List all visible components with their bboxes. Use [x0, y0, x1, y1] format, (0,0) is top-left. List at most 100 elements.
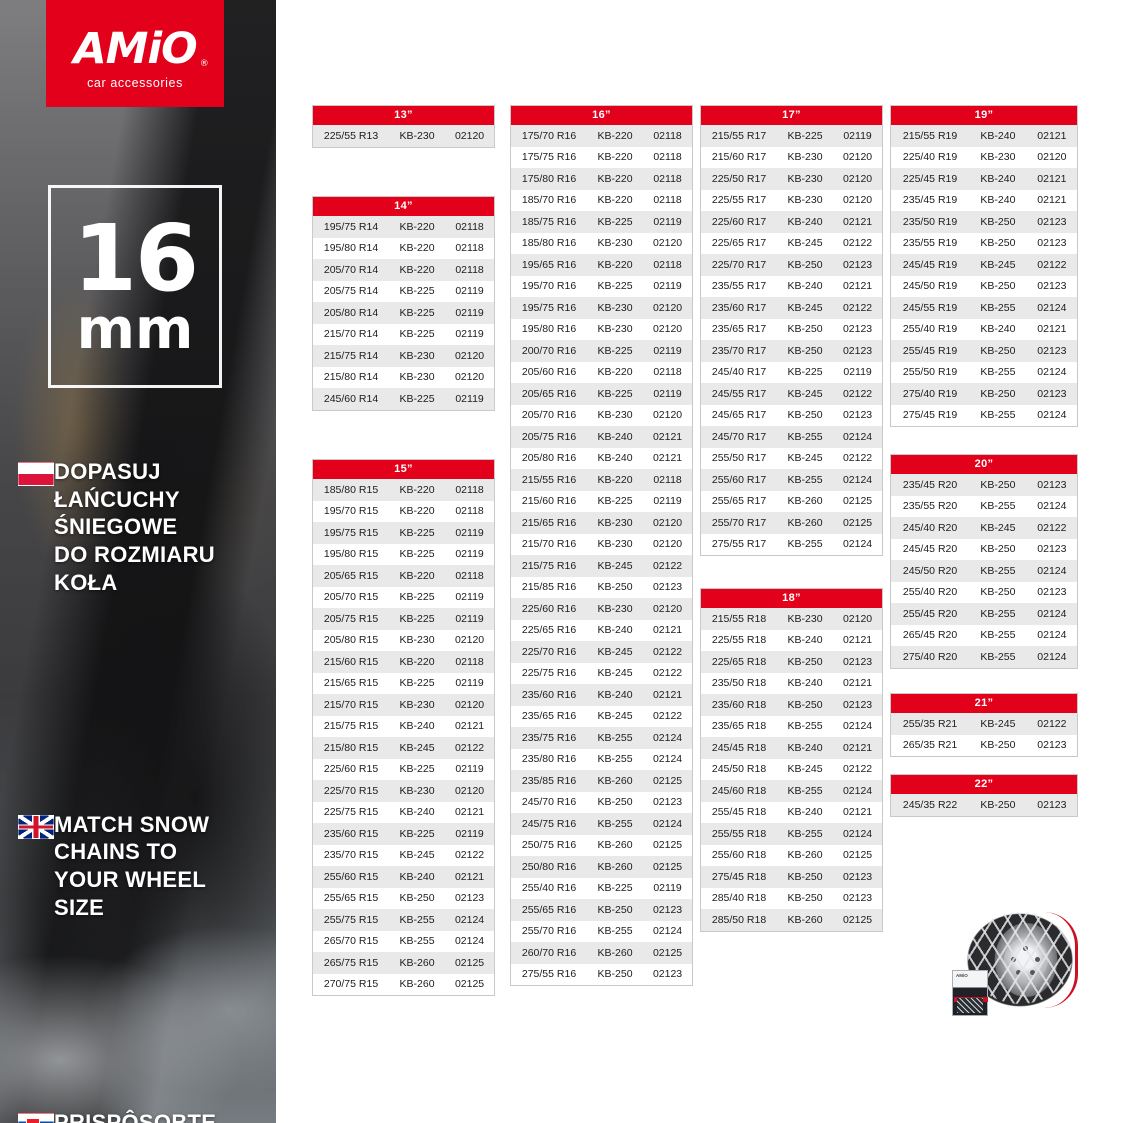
tyre-size-cell: 275/40 R20	[902, 650, 958, 663]
product-code-cell: 02118	[653, 366, 682, 379]
product-code-cell: 02124	[842, 720, 873, 733]
tyre-size-cell: 205/60 R16	[521, 366, 577, 379]
table-row: 255/60 R17 KB-255 02124	[701, 469, 882, 491]
table-body-20: 235/45 R20 KB-250 02123 235/55 R20 KB-255 021…	[891, 474, 1077, 668]
product-code-cell: 02123	[652, 903, 683, 916]
table-row: 195/65 R16 KB-220 02118	[511, 254, 692, 276]
table-row: 205/70 R14 KB-220 02118	[313, 259, 494, 281]
tyre-size-cell: 215/65 R15	[323, 677, 379, 690]
tyre-size-cell: 225/55 R17	[711, 194, 767, 207]
amio-logo: AMiO ® car accessories	[46, 0, 224, 107]
chain-model-cell: KB-230	[399, 371, 435, 384]
product-code-cell: 02123	[1037, 739, 1067, 752]
table-row: 245/35 R22 KB-250 02123	[891, 794, 1077, 816]
tyre-size-cell: 195/75 R16	[521, 301, 577, 314]
table-row: 245/70 R16 KB-250 02123	[511, 791, 692, 813]
chain-model-cell: KB-250	[980, 344, 1016, 357]
tyre-size-cell: 225/65 R17	[711, 237, 767, 250]
product-code-cell: 02123	[842, 655, 873, 668]
chain-model-cell: KB-255	[787, 473, 823, 486]
chain-model-cell: KB-260	[597, 946, 633, 959]
product-code-cell: 02122	[454, 849, 485, 862]
product-code-cell: 02124	[1037, 607, 1067, 620]
table-row: 225/50 R17 KB-230 02120	[701, 168, 882, 190]
tyre-size-cell: 245/60 R18	[711, 784, 767, 797]
table-row: 225/75 R16 KB-245 02122	[511, 662, 692, 684]
product-code-cell: 02125	[454, 956, 485, 969]
table-row: 225/55 R13 KB-230 02120	[313, 125, 494, 147]
table-row: 255/50 R17 KB-245 02122	[701, 447, 882, 469]
table-row: 235/65 R17 KB-250 02123	[701, 318, 882, 340]
wheel-bolt-icon	[1011, 957, 1016, 962]
language-block-english: MATCH SNOW CHAINS TO YOUR WHEEL SIZE	[18, 811, 268, 922]
product-code-cell: 02124	[652, 731, 683, 744]
product-code-cell: 02123	[1037, 280, 1067, 293]
tyre-size-cell: 235/65 R18	[711, 720, 767, 733]
table-row: 225/75 R15 KB-240 02121	[313, 801, 494, 823]
chain-model-cell: KB-255	[787, 430, 823, 443]
table-body-13: 225/55 R13 KB-230 02120	[313, 125, 494, 147]
tyre-size-cell: 205/70 R16	[521, 409, 577, 422]
product-code-cell: 02124	[652, 817, 683, 830]
product-code-cell: 02121	[454, 720, 485, 733]
chain-model-cell: KB-250	[980, 586, 1016, 599]
table-row: 265/70 R15 KB-255 02124	[313, 930, 494, 952]
product-code-cell: 02121	[1037, 323, 1067, 336]
table-row: 265/35 R21 KB-250 02123	[891, 734, 1077, 756]
chain-model-cell: KB-230	[787, 194, 823, 207]
chain-model-cell: KB-240	[399, 720, 435, 733]
table-row: 235/65 R18 KB-255 02124	[701, 715, 882, 737]
table-row: 275/55 R17 KB-255 02124	[701, 533, 882, 555]
product-code-cell: 02122	[842, 387, 873, 400]
chain-model-cell: KB-230	[597, 409, 633, 422]
tyre-size-cell: 225/70 R15	[323, 784, 379, 797]
chain-model-cell: KB-255	[787, 784, 823, 797]
chain-model-cell: KB-250	[980, 280, 1016, 293]
chain-model-cell: KB-220	[399, 220, 435, 233]
product-code-cell: 02119	[455, 548, 484, 561]
table-row: 225/60 R17 KB-240 02121	[701, 211, 882, 233]
chain-model-cell: KB-225	[597, 280, 633, 293]
product-code-cell: 02120	[652, 538, 683, 551]
table-row: 245/55 R19 KB-255 02124	[891, 297, 1077, 319]
chain-model-cell: KB-245	[980, 717, 1016, 730]
tyre-size-cell: 265/45 R20	[902, 629, 958, 642]
tyre-size-cell: 235/50 R18	[711, 677, 767, 690]
product-code-cell: 02125	[842, 516, 873, 529]
product-code-cell: 02120	[842, 194, 873, 207]
product-code-cell: 02122	[842, 452, 873, 465]
table-row: 215/60 R15 KB-220 02118	[313, 651, 494, 673]
box-product-image	[957, 998, 983, 1013]
product-code-cell: 02123	[1037, 798, 1067, 811]
chain-model-cell: KB-250	[597, 903, 633, 916]
tyre-size-cell: 235/85 R16	[521, 774, 577, 787]
product-code-cell: 02123	[1037, 543, 1067, 556]
product-code-cell: 02119	[455, 827, 484, 840]
product-code-cell: 02123	[1037, 344, 1067, 357]
table-header-17: 17”	[701, 106, 882, 125]
tyre-size-cell: 245/35 R22	[902, 798, 958, 811]
chain-model-cell: KB-240	[597, 688, 633, 701]
product-code-cell: 02121	[454, 870, 485, 883]
product-code-cell: 02119	[455, 285, 484, 298]
table-row: 255/65 R16 KB-250 02123	[511, 899, 692, 921]
table-header-21: 21”	[891, 694, 1077, 713]
tyre-size-cell: 205/75 R16	[521, 430, 577, 443]
chain-model-cell: KB-260	[399, 956, 435, 969]
tyre-size-cell: 175/80 R16	[521, 172, 577, 185]
table-body-17: 215/55 R17 KB-225 02119 215/60 R17 KB-230 021…	[701, 125, 882, 555]
united-kingdom-flag-icon	[18, 814, 54, 839]
chain-model-cell: KB-250	[787, 344, 823, 357]
table-row: 200/70 R16 KB-225 02119	[511, 340, 692, 362]
chain-model-cell: KB-250	[597, 968, 633, 981]
table-row: 195/80 R15 KB-225 02119	[313, 543, 494, 565]
table-row: 215/80 R15 KB-245 02122	[313, 737, 494, 759]
tyre-size-cell: 215/55 R17	[711, 129, 767, 142]
chain-model-cell: KB-225	[597, 882, 633, 895]
table-row: 235/85 R16 KB-260 02125	[511, 770, 692, 792]
tyre-size-cell: 275/40 R19	[902, 387, 958, 400]
table-row: 255/60 R15 KB-240 02121	[313, 866, 494, 888]
tyre-size-cell: 245/55 R19	[902, 301, 958, 314]
product-code-cell: 02121	[652, 688, 683, 701]
product-code-cell: 02124	[652, 925, 683, 938]
